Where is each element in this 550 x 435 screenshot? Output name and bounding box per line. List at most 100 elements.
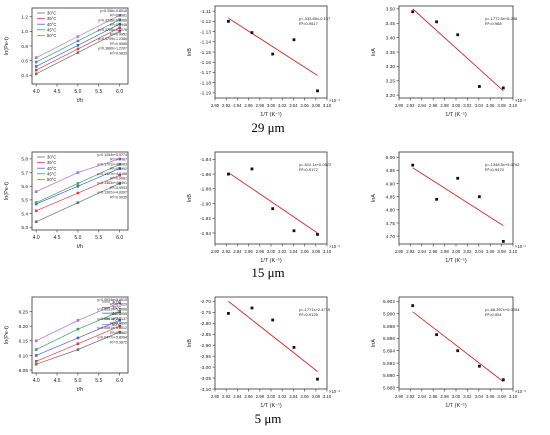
- chart-5: 2.90 2.92 2.94 2.96 2.98 3.00 3.02 3.04 3.06 3.08…: [187, 151, 340, 264]
- data-point: [250, 31, 254, 34]
- data-point: [118, 163, 121, 166]
- chart-4: 4.0 4.5 5.0 5.5 6.0 t/h 5.3 5.4 5.5 5.6 5.7 5.8 ln(P…: [4, 151, 129, 250]
- y-tick-label: -1.19: [200, 91, 211, 97]
- fit-line: [412, 8, 504, 92]
- x-tick-label: 4.5: [54, 235, 61, 241]
- data-point: [34, 190, 38, 193]
- plot-frame: [31, 151, 129, 231]
- data-point: [76, 171, 80, 174]
- x-tick-label: 4.0: [33, 235, 40, 241]
- x-tick-label: 2.90: [395, 394, 404, 399]
- fit-equation: y=0.1264x+5.0774: [97, 153, 127, 157]
- fit-equation: R²=0.9172: [299, 167, 319, 172]
- fit-equation: y=0.0661x+5.8137: [97, 317, 127, 321]
- data-point: [477, 195, 481, 199]
- y-tick-label: 6.10: [19, 353, 29, 359]
- y-tick-label: 5.898: [383, 324, 395, 330]
- data-point: [501, 378, 505, 382]
- fit-line: [228, 17, 318, 76]
- fit-equation: y=0.336x-0.8918: [100, 9, 127, 13]
- data-point: [316, 89, 319, 93]
- x-tick-label: 3.04: [475, 249, 484, 254]
- fit-equation: R²=0.9126: [299, 312, 319, 317]
- y-tick-label: -2.75: [200, 310, 211, 316]
- data-point: [271, 318, 275, 322]
- x-tick-label: 3.02: [463, 394, 472, 399]
- fit-equation: y=0.0591x+5.8512: [97, 326, 127, 330]
- data-point: [76, 191, 80, 195]
- y-tick-label: -2.90: [200, 343, 211, 349]
- y-tick-label: -1.16: [200, 60, 211, 66]
- data-point: [435, 20, 439, 24]
- legend-label: 30°C: [47, 11, 56, 16]
- data-point: [118, 30, 121, 33]
- fit-equation: R²=0.954: [485, 312, 502, 317]
- data-point: [271, 52, 275, 56]
- fit-equation: y=0.0634x+5.8015: [97, 298, 127, 302]
- data-point: [292, 229, 296, 233]
- fit-equation: y=-333.69x-0.137: [299, 16, 331, 21]
- x-tick-label: 4.5: [54, 89, 61, 95]
- row-label-29um: 29 μm: [251, 120, 285, 135]
- legend-label: 50°C: [47, 33, 56, 38]
- y-tick-label: 4.80: [386, 208, 396, 214]
- data-point: [456, 33, 460, 37]
- fit-equation: y=-68.397x+6.0094: [485, 307, 520, 312]
- y-tick-label: -1.15: [200, 50, 211, 56]
- y-tick-label: 5.7: [21, 170, 28, 176]
- legend-label: 30°C: [47, 155, 56, 160]
- data-point: [435, 197, 439, 201]
- y-tick-label: -1.13: [200, 29, 211, 35]
- x-tick-label: 2.94: [418, 394, 427, 399]
- x-tick-label: 2.98: [440, 249, 449, 254]
- fit-equation: R²=0.9981: [110, 14, 127, 18]
- x-tick-label: 3.04: [289, 103, 298, 108]
- legend-label: 45°C: [47, 171, 56, 176]
- x-tick-label: 3.06: [486, 103, 495, 108]
- chart-9: 2.90 2.92 2.94 2.96 2.98 3.00 3.02 3.04 3.06 3.08…: [371, 296, 526, 409]
- x-axis-label: 1/T (K⁻¹): [445, 258, 467, 264]
- x-tick-label: 6.0: [116, 89, 123, 95]
- row-label-15um: 15 μm: [251, 265, 285, 280]
- y-tick-label: 0.4: [21, 73, 28, 79]
- y-tick-label: 3.35: [386, 50, 396, 56]
- y-tick-label: -1.94: [200, 231, 211, 237]
- x-tick-label: 2.94: [233, 103, 242, 108]
- y-tick-label: -2.70: [200, 299, 211, 305]
- y-axis-label: lnB: [187, 339, 193, 347]
- y-tick-label: -1.11: [200, 9, 211, 15]
- x-axis-multiplier: ×10⁻³: [329, 98, 340, 103]
- x-tick-label: 2.92: [222, 249, 231, 254]
- fit-equation: y=-612.1x+0.0572: [299, 162, 332, 167]
- data-point: [34, 72, 38, 76]
- x-tick-label: 3.10: [509, 394, 518, 399]
- data-point: [227, 312, 230, 315]
- data-point: [292, 345, 296, 349]
- x-tick-label: 3.00: [452, 394, 461, 399]
- fit-equation: R²=0.968: [485, 21, 502, 26]
- legend-label: 35°C: [47, 160, 56, 165]
- data-point: [501, 86, 505, 90]
- y-tick-label: 5.892: [383, 361, 395, 367]
- x-tick-label: 5.5: [95, 235, 102, 241]
- y-tick-label: -2.85: [200, 332, 211, 338]
- y-tick-label: 5.902: [383, 299, 395, 305]
- y-tick-label: 1.2: [21, 15, 28, 21]
- chart-2: 2.90 2.92 2.94 2.96 2.98 3.00 3.02 3.04 3.06 3.08…: [187, 5, 340, 118]
- x-tick-label: 2.96: [244, 103, 253, 108]
- x-tick-label: 3.06: [300, 394, 309, 399]
- data-point: [34, 65, 38, 68]
- data-point: [456, 349, 460, 353]
- y-tick-label: -3.00: [200, 365, 211, 371]
- x-tick-label: 5.5: [95, 89, 102, 95]
- chart-6: 2.90 2.92 2.94 2.96 2.98 3.00 3.02 3.04 3.06 3.08…: [371, 151, 526, 264]
- y-tick-label: 3.40: [386, 35, 396, 41]
- x-tick-label: 3.00: [267, 249, 276, 254]
- x-tick-label: 3.08: [497, 249, 506, 254]
- y-axis-label: lnA: [371, 194, 377, 202]
- x-tick-label: 3.02: [278, 394, 287, 399]
- data-point: [34, 201, 38, 204]
- data-point: [411, 163, 415, 167]
- y-tick-label: -1.86: [200, 172, 211, 178]
- data-point: [250, 167, 254, 171]
